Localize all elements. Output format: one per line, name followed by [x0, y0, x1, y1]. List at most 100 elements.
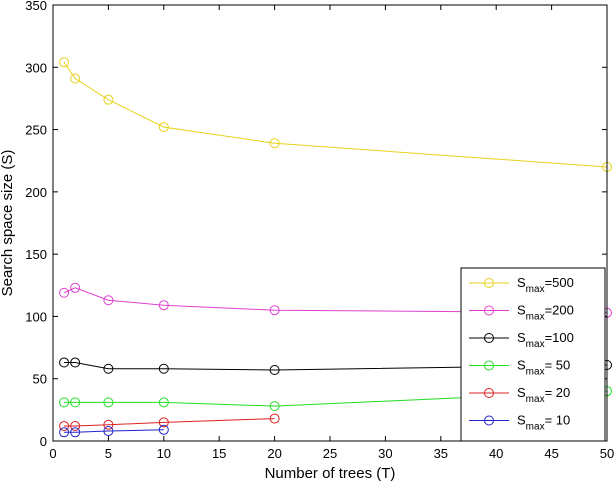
x-axis: 0 5 10 15 20 25 30 35 40 45 50	[49, 5, 614, 461]
y-tick-label: 100	[25, 309, 47, 324]
y-axis-label: Search space size (S)	[0, 150, 16, 297]
y-axis: 0 50 100 150 200 250 300 350	[25, 0, 607, 449]
legend-swatch-marker	[484, 305, 494, 316]
legend-entry: Smax=100	[469, 330, 574, 350]
legend-label: Smax= 10	[517, 413, 570, 433]
legend-label: Smax=500	[517, 275, 574, 295]
legend-entry: Smax=500	[469, 275, 574, 295]
series-2	[59, 357, 612, 375]
legend-swatch-marker	[484, 333, 494, 343]
legend-label-value: =200	[545, 303, 574, 318]
data-point	[158, 397, 169, 408]
data-point	[103, 419, 114, 430]
x-tick-label: 25	[323, 446, 337, 461]
data-point	[269, 138, 280, 149]
data-point	[70, 397, 81, 408]
x-tick-label: 45	[544, 446, 558, 461]
x-tick-label: 30	[378, 446, 392, 461]
legend-entry: Smax= 50	[469, 358, 570, 378]
series-line	[64, 429, 164, 433]
legend-label-value: = 10	[545, 413, 571, 428]
data-point	[103, 94, 114, 105]
legend-label: Smax= 20	[517, 385, 570, 405]
x-tick-label: 35	[434, 446, 448, 461]
x-tick-label: 20	[267, 446, 281, 461]
legend-label-main: S	[517, 275, 526, 290]
data-point	[59, 57, 70, 68]
legend-label-value: = 50	[545, 358, 571, 373]
data-point	[158, 363, 169, 374]
legend-label-value: =500	[545, 275, 574, 290]
series-line	[64, 362, 608, 371]
data-point	[70, 73, 81, 84]
data-point	[158, 300, 169, 311]
series-5	[59, 424, 169, 438]
legend-swatch-marker	[484, 415, 494, 426]
y-tick-label: 150	[25, 247, 47, 262]
y-tick-label: 200	[25, 185, 47, 200]
y-tick-label: 350	[25, 0, 47, 13]
x-tick-label: 0	[49, 446, 56, 461]
legend-label-subscript: max	[526, 394, 545, 405]
x-axis-label: Number of trees (T)	[265, 465, 396, 482]
series-line	[64, 418, 275, 427]
series-line	[63, 62, 608, 168]
legend-label: Smax= 50	[517, 358, 570, 378]
data-point	[103, 397, 114, 408]
legend-swatch-marker	[484, 360, 494, 371]
legend-entry: Smax=200	[469, 303, 574, 323]
legend-label-main: S	[517, 330, 526, 345]
legend-swatch-marker	[484, 278, 494, 288]
data-point	[158, 417, 169, 428]
legend-swatch-marker	[484, 388, 494, 398]
x-tick-label: 5	[105, 446, 112, 461]
legend-label-main: S	[517, 385, 526, 400]
legend-label-main: S	[517, 358, 526, 373]
legend-label-subscript: max	[526, 339, 545, 350]
data-point	[59, 397, 70, 408]
x-tick-label: 40	[489, 446, 503, 461]
y-tick-label: 0	[40, 434, 47, 449]
legend-label-subscript: max	[526, 284, 545, 295]
data-point	[103, 363, 114, 374]
legend-label-value: =100	[545, 330, 574, 345]
data-point	[269, 401, 280, 412]
data-point	[103, 426, 114, 437]
y-tick-label: 250	[25, 123, 47, 138]
legend-entry: Smax= 20	[469, 385, 570, 405]
legend-label-subscript: max	[526, 312, 545, 323]
legend-entry: Smax= 10	[469, 413, 570, 433]
y-tick-label: 50	[33, 372, 47, 387]
series-0	[59, 57, 612, 172]
data-point	[269, 413, 280, 424]
series-line	[63, 287, 608, 314]
data-point	[158, 424, 169, 435]
legend-label-main: S	[517, 413, 526, 428]
legend-label-subscript: max	[526, 367, 545, 378]
x-tick-label: 15	[212, 446, 226, 461]
data-point	[269, 364, 280, 375]
data-point	[59, 421, 70, 432]
data-point	[269, 305, 280, 316]
series-line	[64, 390, 608, 407]
plot-lines	[59, 57, 612, 438]
legend-label-value: = 20	[545, 385, 571, 400]
legend-label-subscript: max	[526, 422, 545, 433]
legend-label: Smax=200	[517, 303, 574, 323]
series-3	[59, 386, 612, 412]
legend-label-main: S	[517, 303, 526, 318]
data-point	[59, 357, 70, 368]
data-point	[70, 357, 81, 368]
y-tick-label: 300	[25, 60, 47, 75]
data-point	[59, 287, 70, 298]
data-point	[59, 427, 70, 438]
data-point	[103, 295, 114, 306]
series-4	[59, 413, 280, 432]
x-tick-label: 50	[600, 446, 614, 461]
data-point	[70, 282, 81, 293]
data-point	[158, 122, 169, 133]
data-point	[70, 421, 81, 432]
legend-box	[460, 267, 606, 442]
